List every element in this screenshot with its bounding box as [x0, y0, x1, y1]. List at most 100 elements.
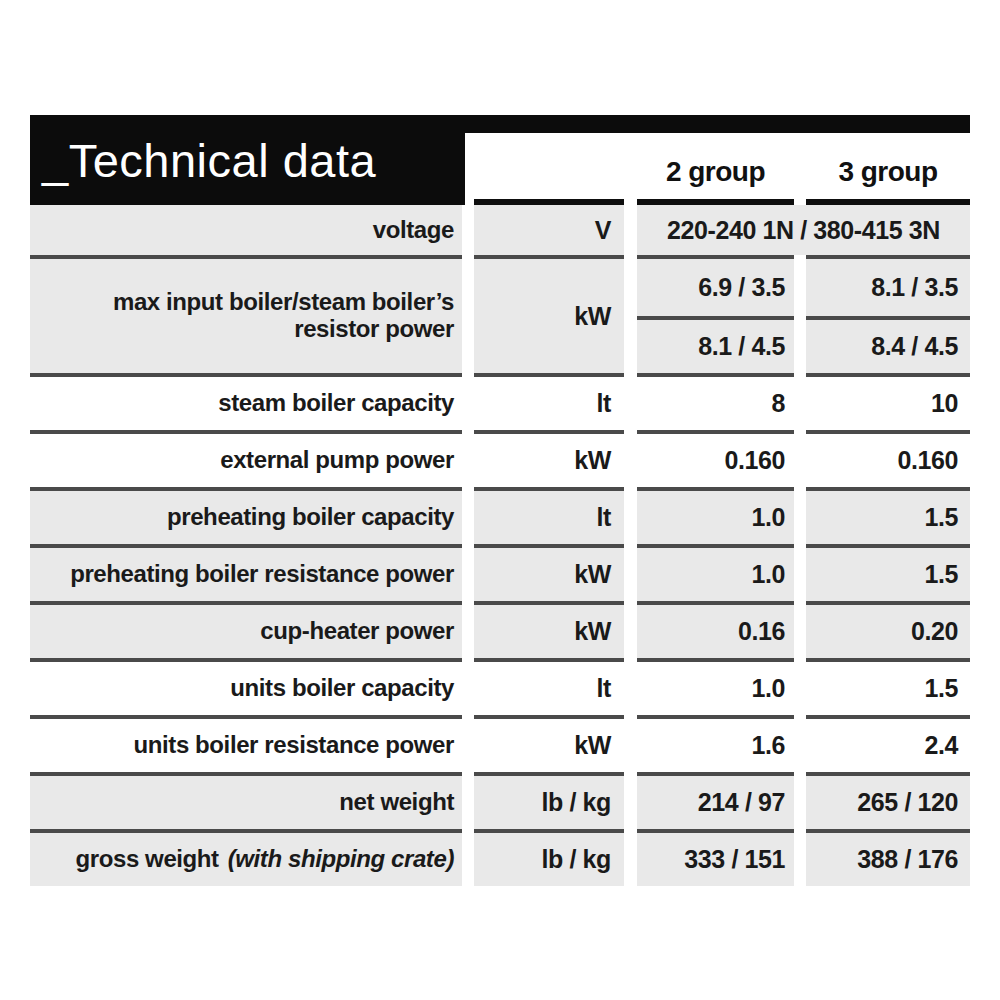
column-gap — [794, 430, 806, 487]
column-gap — [624, 715, 637, 772]
row-value-3group: 0.160 — [806, 430, 970, 487]
row-value-3group: 10 — [806, 373, 970, 430]
table-row-net-weight: net weight lb / kg 214 / 97 265 / 120 — [30, 772, 970, 829]
row-value-3group: 0.20 — [806, 601, 970, 658]
row-value-3group: 2.4 — [806, 715, 970, 772]
row-value-3group-stack: 8.1 / 3.5 8.4 / 4.5 — [806, 255, 970, 373]
row-label: preheating boiler resistance power — [30, 544, 462, 601]
row-value-3group: 1.5 — [806, 658, 970, 715]
column-gap — [624, 658, 637, 715]
row-label: preheating boiler capacity — [30, 487, 462, 544]
column-gap — [462, 658, 474, 715]
title-underscore: _ — [42, 134, 69, 187]
row-value-2group: 214 / 97 — [637, 772, 794, 829]
column-gap — [462, 601, 474, 658]
row-value-2group: 333 / 151 — [637, 829, 794, 886]
row-value-2group: 0.16 — [637, 601, 794, 658]
row-value-2group: 6.9 / 3.5 — [637, 259, 794, 316]
row-unit: kW — [474, 255, 624, 373]
column-gap — [794, 373, 806, 430]
row-value-3group: 1.5 — [806, 487, 970, 544]
unit-column-underline — [474, 199, 624, 205]
row-unit: lt — [474, 487, 624, 544]
2-group-column-underline — [637, 199, 794, 205]
row-value-2group-stack: 6.9 / 3.5 8.1 / 4.5 — [637, 255, 794, 373]
column-gap — [794, 255, 806, 373]
column-header-3-group: 3 group — [806, 145, 970, 199]
title-text: Technical data — [69, 134, 376, 187]
row-label: max input boiler/steam boiler’s resistor… — [30, 255, 462, 373]
column-gap — [794, 715, 806, 772]
row-value-3group: 1.5 — [806, 544, 970, 601]
row-value-2group: 8 — [637, 373, 794, 430]
row-label-note: (with shipping crate) — [228, 846, 454, 873]
column-gap — [794, 601, 806, 658]
column-header-2-group: 2 group — [637, 145, 794, 199]
column-gap — [624, 430, 637, 487]
row-unit: lt — [474, 658, 624, 715]
column-gap — [462, 544, 474, 601]
row-label: voltage — [30, 205, 462, 255]
table-row-units-boiler-capacity: units boiler capacity lt 1.0 1.5 — [30, 658, 970, 715]
row-value-3group: 8.4 / 4.5 — [806, 316, 970, 373]
column-gap — [624, 829, 637, 886]
row-unit: kW — [474, 715, 624, 772]
row-label-text: max input boiler/steam boiler’s resistor… — [30, 289, 454, 343]
row-label: gross weight (with shipping crate) — [30, 829, 462, 886]
column-gap — [462, 487, 474, 544]
column-gap — [624, 544, 637, 601]
3-group-column-underline — [806, 199, 970, 205]
column-gap — [624, 255, 637, 373]
column-gap — [624, 601, 637, 658]
column-gap — [624, 373, 637, 430]
row-label-text: gross weight — [75, 846, 218, 873]
row-value-span: 220-240 1N / 380-415 3N — [637, 205, 970, 255]
row-unit: V — [474, 205, 624, 255]
table-row-units-boiler-resistance-power: units boiler resistance power kW 1.6 2.4 — [30, 715, 970, 772]
row-unit: kW — [474, 430, 624, 487]
row-value-2group: 1.0 — [637, 487, 794, 544]
row-label: steam boiler capacity — [30, 373, 462, 430]
column-gap — [624, 487, 637, 544]
column-gap — [462, 255, 474, 373]
row-label: units boiler resistance power — [30, 715, 462, 772]
row-unit: lb / kg — [474, 829, 624, 886]
row-value-2group: 0.160 — [637, 430, 794, 487]
page-title: _Technical data — [30, 133, 376, 188]
row-unit: lb / kg — [474, 772, 624, 829]
row-value-2group: 1.0 — [637, 544, 794, 601]
table-header: _Technical data 2 group 3 group — [30, 115, 970, 205]
row-label: units boiler capacity — [30, 658, 462, 715]
spec-table: _Technical data 2 group 3 group voltage … — [30, 115, 970, 886]
row-value-3group: 8.1 / 3.5 — [806, 259, 970, 316]
column-gap — [462, 715, 474, 772]
column-gap — [462, 430, 474, 487]
row-label: net weight — [30, 772, 462, 829]
table-row-preheating-boiler-capacity: preheating boiler capacity lt 1.0 1.5 — [30, 487, 970, 544]
column-gap — [794, 487, 806, 544]
technical-data-sheet: _Technical data 2 group 3 group voltage … — [0, 0, 1000, 1000]
row-value-2group: 1.0 — [637, 658, 794, 715]
table-row-preheating-boiler-resistance-power: preheating boiler resistance power kW 1.… — [30, 544, 970, 601]
title-banner: _Technical data — [30, 115, 465, 205]
header-top-strip — [465, 115, 970, 133]
column-gap — [624, 205, 637, 255]
row-unit: kW — [474, 544, 624, 601]
table-row-max-input: max input boiler/steam boiler’s resistor… — [30, 255, 970, 373]
column-gap — [794, 544, 806, 601]
row-unit: kW — [474, 601, 624, 658]
column-gap — [462, 205, 474, 255]
row-value-2group: 8.1 / 4.5 — [637, 316, 794, 373]
column-gap — [794, 658, 806, 715]
row-value-3group: 388 / 176 — [806, 829, 970, 886]
table-row-external-pump-power: external pump power kW 0.160 0.160 — [30, 430, 970, 487]
row-label: external pump power — [30, 430, 462, 487]
table-row-cup-heater-power: cup-heater power kW 0.16 0.20 — [30, 601, 970, 658]
column-gap — [624, 772, 637, 829]
column-gap — [794, 829, 806, 886]
row-value-2group: 1.6 — [637, 715, 794, 772]
row-unit: lt — [474, 373, 624, 430]
table-row-voltage: voltage V 220-240 1N / 380-415 3N — [30, 205, 970, 255]
column-gap — [462, 829, 474, 886]
table-row-gross-weight: gross weight (with shipping crate) lb / k… — [30, 829, 970, 886]
